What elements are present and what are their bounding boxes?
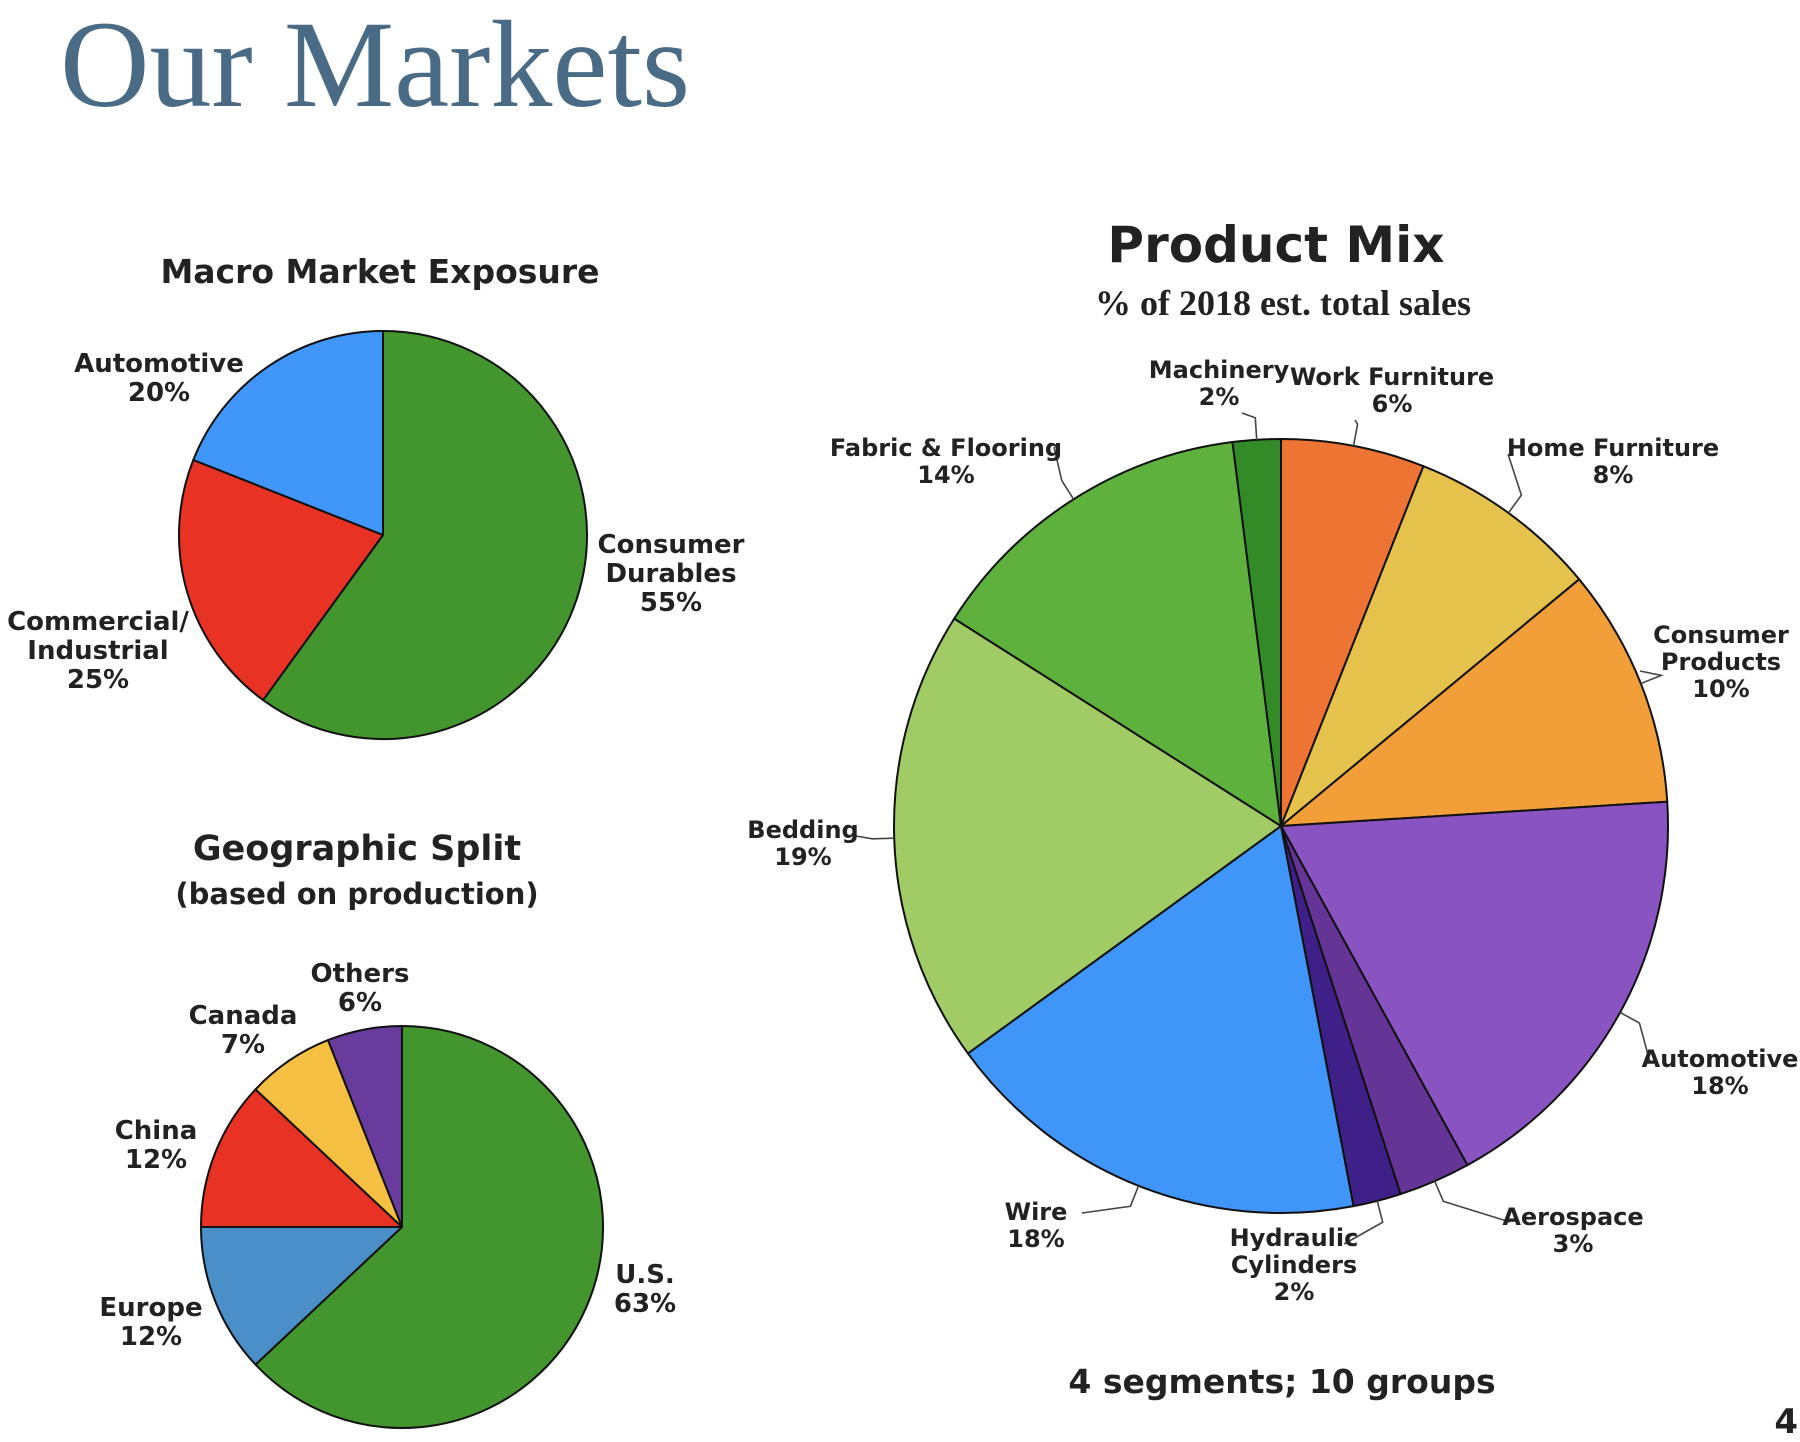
geo-slice-others [327, 1025, 403, 1228]
product-label-aerospace-line-0: Aerospace [1502, 1203, 1643, 1231]
product-slice-work-furniture [1280, 438, 1425, 827]
macro-label-consumer-line-2: 55% [640, 588, 702, 618]
macro-slice-consumer [262, 330, 588, 740]
macro-label-automotive-line-1: 20% [128, 378, 190, 408]
geo-label-others-line-1: 6% [338, 988, 382, 1018]
product-label-fabric-flooring-line-0: Fabric & Flooring [830, 434, 1062, 462]
product-label-hydraulic-line-0: Hydraulic [1230, 1224, 1359, 1252]
product-leader-line-wire [1081, 1185, 1140, 1214]
product-label-home-furniture-line-0: Home Furniture [1507, 434, 1719, 462]
product-label-home-furniture-line-1: 8% [1593, 461, 1634, 489]
product-chart-title: Product Mix [1107, 216, 1444, 274]
product-label-bedding-line-0: Bedding [747, 816, 858, 844]
product-slice-bedding [893, 617, 1282, 1055]
product-label-work-furniture-line-1: 6% [1372, 390, 1413, 418]
product-label-aerospace-line-1: 3% [1553, 1230, 1594, 1258]
product-leader-line-fabric-flooring [1053, 446, 1075, 500]
geo-label-china-line-1: 12% [125, 1145, 187, 1175]
product-leader-line-machinery [1241, 412, 1258, 440]
product-label-bedding-line-1: 19% [774, 843, 831, 871]
product-leader-line-hydraulic [1343, 1200, 1384, 1245]
product-label-work-furniture-line-0: Work Furniture [1290, 363, 1494, 391]
product-label-fabric-flooring-line-1: 14% [917, 461, 974, 489]
product-chart-footnote: 4 segments; 10 groups [1068, 1362, 1495, 1401]
geo-chart-subtitle: (based on production) [175, 877, 538, 911]
product-label-consumer-line-0: Consumer [1653, 621, 1789, 649]
product-mix-chart: Product Mix % of 2018 est. total sales W… [747, 216, 1798, 1401]
geo-label-canada-line-1: 7% [221, 1030, 265, 1060]
macro-label-commercial-line-2: 25% [67, 665, 129, 695]
product-label-machinery-line-0: Machinery [1149, 356, 1290, 384]
product-leader-line-bedding [855, 835, 895, 840]
product-chart-subtitle: % of 2018 est. total sales [1095, 283, 1471, 323]
product-label-wire-line-0: Wire [1005, 1198, 1068, 1226]
macro-label-commercial-line-0: Commercial/ [7, 607, 189, 637]
product-label-hydraulic-line-1: Cylinders [1231, 1251, 1357, 1279]
product-label-hydraulic-line-2: 2% [1274, 1278, 1315, 1306]
product-label-automotive-line-1: 18% [1691, 1072, 1748, 1100]
product-leader-line-automotive [1619, 1011, 1651, 1063]
geo-chart-title: Geographic Split [193, 829, 521, 869]
product-slice-home-furniture [1280, 465, 1581, 827]
geo-slice-china [200, 1088, 403, 1228]
macro-label-automotive-line-0: Automotive [74, 349, 244, 379]
product-label-consumer-line-1: Products [1661, 648, 1781, 676]
geo-label-u-s-line-0: U.S. [615, 1260, 675, 1290]
product-leader-line-consumer [1639, 670, 1665, 685]
product-slice-consumer [1280, 578, 1669, 827]
product-slice-fabric-flooring [953, 441, 1282, 827]
product-leader-line-home-furniture [1507, 453, 1523, 514]
product-label-automotive-line-0: Automotive [1642, 1045, 1799, 1073]
page-title: Our Markets [60, 0, 691, 133]
product-leader-line-work-furniture [1352, 419, 1359, 447]
geo-label-china-line-0: China [115, 1116, 198, 1146]
geo-label-u-s-line-1: 63% [614, 1289, 676, 1319]
geographic-split-chart: Geographic Split (based on production) U… [99, 829, 676, 1429]
geo-label-europe-line-0: Europe [99, 1293, 202, 1323]
geo-slice-u-s [254, 1025, 605, 1429]
product-slice-automotive [1280, 800, 1669, 1167]
macro-label-commercial-line-1: Industrial [27, 636, 168, 666]
product-label-consumer-line-2: 10% [1692, 675, 1749, 703]
macro-slice-automotive [192, 330, 384, 536]
geo-label-canada-line-0: Canada [189, 1001, 298, 1031]
product-slice-wire [966, 825, 1355, 1214]
macro-label-consumer-line-0: Consumer [598, 530, 745, 560]
product-label-wire-line-1: 18% [1007, 1225, 1064, 1253]
geo-label-europe-line-1: 12% [120, 1322, 182, 1352]
geo-slice-europe [200, 1226, 403, 1366]
macro-slice-commercial [178, 458, 384, 702]
geo-label-others-line-0: Others [311, 959, 410, 989]
product-leader-line-aerospace [1433, 1180, 1511, 1223]
macro-chart-title: Macro Market Exposure [160, 252, 599, 291]
product-label-machinery-line-1: 2% [1199, 383, 1240, 411]
page-number: 4 [1774, 1402, 1798, 1442]
macro-market-chart: Macro Market Exposure ConsumerDurables55… [7, 252, 745, 740]
macro-label-consumer-line-1: Durables [605, 559, 736, 589]
